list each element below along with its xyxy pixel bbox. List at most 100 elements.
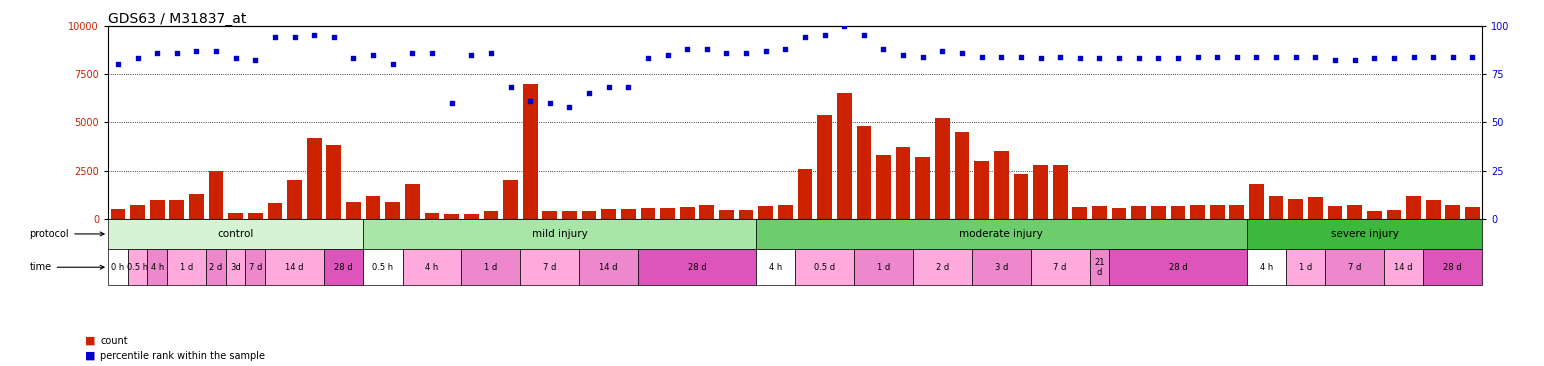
Bar: [108, 249, 128, 285]
Point: [695, 46, 720, 52]
Point: [1382, 56, 1407, 61]
Bar: [954, 132, 970, 219]
Bar: [111, 209, 125, 219]
Text: count: count: [100, 336, 128, 346]
Text: ■: ■: [85, 336, 96, 346]
Bar: [403, 249, 462, 285]
Text: 2 d: 2 d: [210, 263, 222, 272]
Bar: [1073, 207, 1087, 219]
Text: 28 d: 28 d: [687, 263, 706, 272]
Bar: [225, 249, 245, 285]
Text: 7 d: 7 d: [1348, 263, 1362, 272]
Bar: [1308, 197, 1323, 219]
Text: 3 d: 3 d: [994, 263, 1008, 272]
Bar: [795, 249, 854, 285]
Bar: [245, 249, 266, 285]
Bar: [324, 249, 363, 285]
Point: [774, 46, 798, 52]
Bar: [1013, 175, 1028, 219]
Text: percentile rank within the sample: percentile rank within the sample: [100, 351, 266, 361]
Point: [321, 34, 346, 40]
Text: time: time: [29, 262, 103, 272]
Bar: [1132, 206, 1146, 219]
Text: severe injury: severe injury: [1331, 229, 1399, 239]
Bar: [1150, 206, 1166, 219]
Bar: [363, 249, 403, 285]
Text: 1 d: 1 d: [485, 263, 497, 272]
Bar: [971, 249, 1031, 285]
Point: [380, 61, 405, 67]
Point: [911, 53, 936, 59]
Bar: [1383, 249, 1424, 285]
Point: [1244, 53, 1269, 59]
Bar: [523, 83, 537, 219]
Bar: [128, 249, 147, 285]
Point: [636, 56, 661, 61]
Point: [1263, 53, 1288, 59]
Text: 4 h: 4 h: [150, 263, 164, 272]
Point: [1127, 56, 1152, 61]
Text: 7 d: 7 d: [249, 263, 262, 272]
Text: mild injury: mild injury: [531, 229, 587, 239]
Text: protocol: protocol: [29, 229, 103, 239]
Text: 4 h: 4 h: [1260, 263, 1272, 272]
Bar: [108, 219, 363, 249]
Bar: [757, 249, 795, 285]
Bar: [916, 157, 929, 219]
Bar: [601, 209, 616, 219]
Point: [125, 56, 150, 61]
Bar: [1387, 210, 1402, 219]
Bar: [837, 93, 852, 219]
Point: [596, 85, 621, 90]
Point: [950, 50, 974, 56]
Text: 0.5 h: 0.5 h: [372, 263, 394, 272]
Bar: [170, 199, 184, 219]
Bar: [936, 118, 950, 219]
Point: [1224, 53, 1249, 59]
Point: [812, 32, 837, 38]
Point: [1362, 56, 1387, 61]
Bar: [778, 205, 792, 219]
Point: [1323, 57, 1348, 63]
Point: [105, 61, 130, 67]
Bar: [462, 249, 520, 285]
Point: [988, 53, 1013, 59]
Bar: [1170, 206, 1186, 219]
Text: 1 d: 1 d: [181, 263, 193, 272]
Point: [145, 50, 170, 56]
Point: [1461, 53, 1485, 59]
Point: [499, 85, 523, 90]
Bar: [520, 249, 579, 285]
Bar: [1407, 196, 1420, 219]
Bar: [208, 171, 224, 219]
Text: 21
d: 21 d: [1095, 258, 1104, 277]
Text: 0 h: 0 h: [111, 263, 125, 272]
Text: GDS63 / M31837_at: GDS63 / M31837_at: [108, 12, 247, 26]
Text: 14 d: 14 d: [1394, 263, 1413, 272]
Bar: [1190, 205, 1204, 219]
Point: [242, 57, 267, 63]
Text: 28 d: 28 d: [335, 263, 354, 272]
Point: [479, 50, 503, 56]
Point: [1402, 53, 1427, 59]
Text: 4 h: 4 h: [425, 263, 438, 272]
Bar: [366, 196, 380, 219]
Point: [891, 52, 916, 57]
Bar: [1109, 249, 1246, 285]
Bar: [1112, 208, 1127, 219]
Point: [1420, 53, 1445, 59]
Bar: [1348, 205, 1362, 219]
Point: [675, 46, 699, 52]
Bar: [363, 219, 757, 249]
Bar: [913, 249, 971, 285]
Point: [1342, 57, 1366, 63]
Bar: [1092, 206, 1107, 219]
Point: [852, 32, 877, 38]
Bar: [1033, 165, 1048, 219]
Bar: [1249, 184, 1265, 219]
Point: [1283, 53, 1308, 59]
Bar: [1053, 165, 1067, 219]
Point: [1008, 53, 1033, 59]
Text: 28 d: 28 d: [1444, 263, 1462, 272]
Bar: [386, 202, 400, 219]
